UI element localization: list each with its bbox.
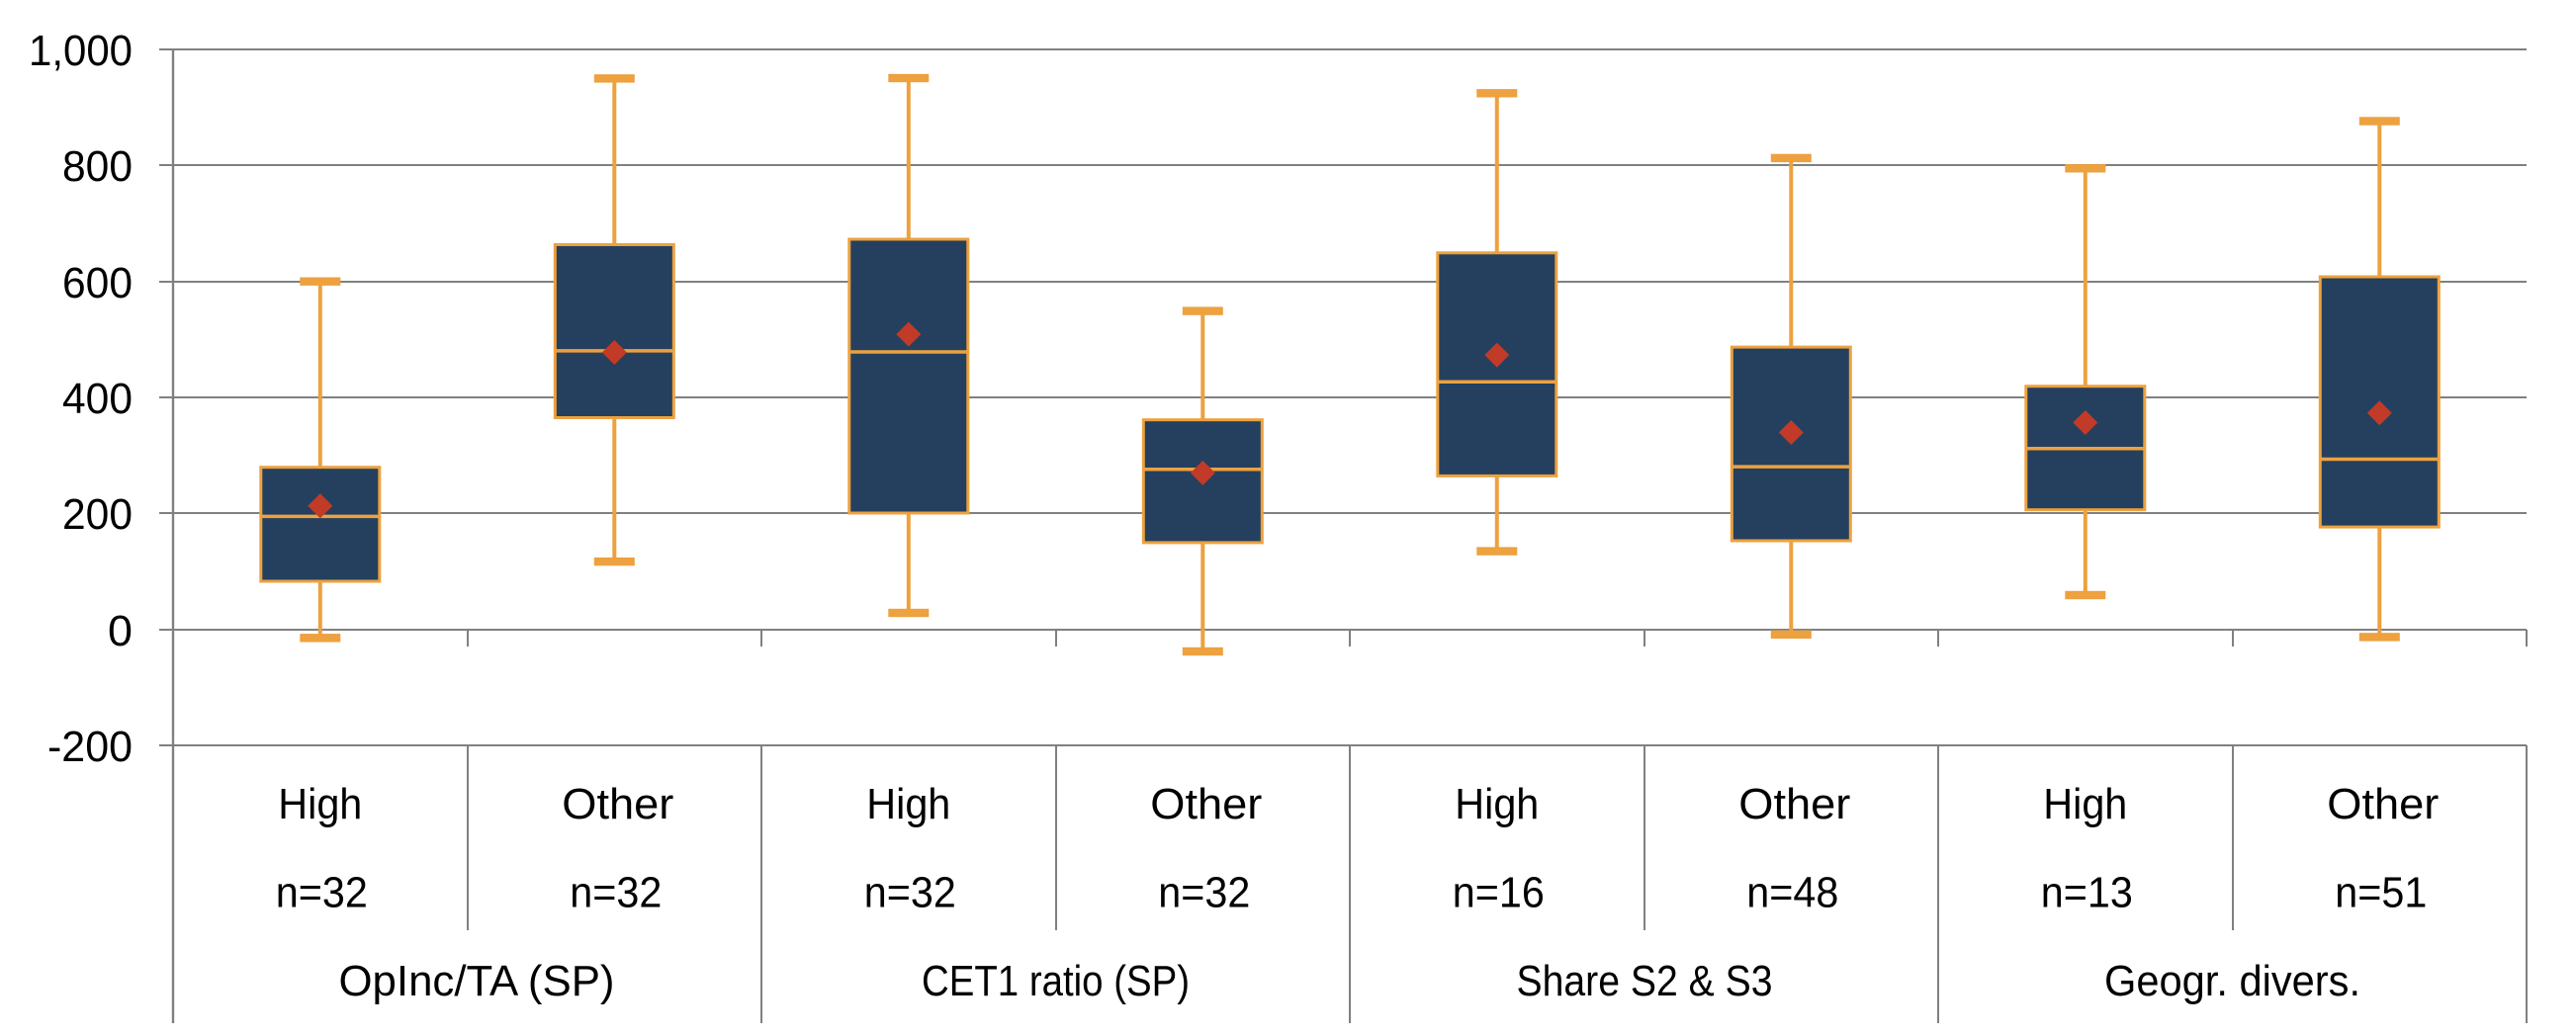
svg-text:800: 800 <box>62 142 133 191</box>
svg-text:n=51: n=51 <box>2335 869 2427 917</box>
svg-text:n=32: n=32 <box>1158 869 1250 917</box>
svg-text:n=32: n=32 <box>276 869 368 917</box>
svg-text:High: High <box>866 780 950 828</box>
svg-text:Other: Other <box>562 780 673 828</box>
svg-text:High: High <box>1455 780 1539 828</box>
svg-text:Other: Other <box>1738 780 1850 828</box>
svg-text:OpInc/TA (SP): OpInc/TA (SP) <box>339 957 615 1005</box>
svg-text:200: 200 <box>62 490 133 539</box>
svg-text:0: 0 <box>108 607 133 655</box>
svg-text:High: High <box>278 780 362 828</box>
svg-text:1,000: 1,000 <box>29 27 133 75</box>
svg-text:n=32: n=32 <box>864 869 956 917</box>
svg-text:n=13: n=13 <box>2041 869 2133 917</box>
svg-text:Share S2 & S3: Share S2 & S3 <box>1517 957 1773 1005</box>
svg-text:CET1 ratio (SP): CET1 ratio (SP) <box>922 957 1190 1005</box>
svg-text:Other: Other <box>1150 780 1262 828</box>
svg-text:n=48: n=48 <box>1746 869 1838 917</box>
svg-text:n=16: n=16 <box>1453 869 1545 917</box>
svg-text:-200: -200 <box>47 723 133 771</box>
svg-text:600: 600 <box>62 259 133 307</box>
svg-text:Geogr. divers.: Geogr. divers. <box>2104 957 2360 1005</box>
svg-text:High: High <box>2043 780 2127 828</box>
svg-text:Other: Other <box>2327 780 2439 828</box>
svg-text:n=32: n=32 <box>570 869 662 917</box>
svg-text:400: 400 <box>62 375 133 423</box>
